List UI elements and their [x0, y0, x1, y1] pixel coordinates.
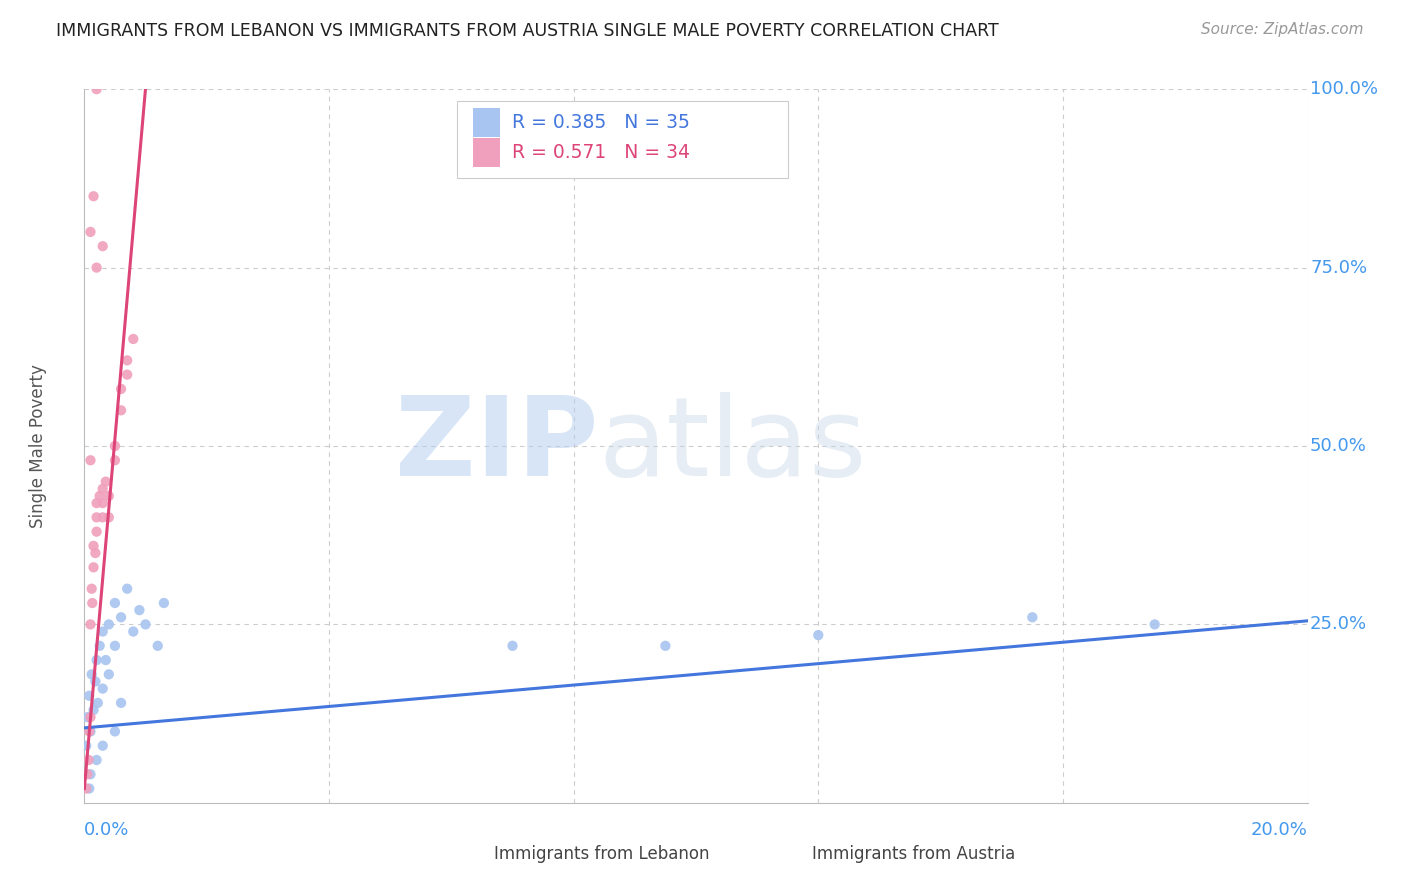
FancyBboxPatch shape — [457, 102, 787, 178]
Text: 0.0%: 0.0% — [84, 821, 129, 838]
Bar — [776, 842, 800, 867]
Point — [153, 596, 176, 610]
Text: 100.0%: 100.0% — [1310, 80, 1378, 98]
Point — [79, 617, 101, 632]
Point — [83, 189, 105, 203]
Text: R = 0.385   N = 35: R = 0.385 N = 35 — [513, 113, 690, 132]
Point — [1021, 610, 1043, 624]
Bar — [457, 842, 482, 867]
Point — [79, 710, 101, 724]
Text: 75.0%: 75.0% — [1310, 259, 1367, 277]
Point — [82, 596, 104, 610]
Point — [115, 353, 138, 368]
Point — [80, 582, 103, 596]
Point — [104, 639, 127, 653]
Point — [86, 260, 108, 275]
Bar — [474, 138, 501, 167]
Text: atlas: atlas — [598, 392, 866, 500]
Point — [110, 610, 132, 624]
Point — [654, 639, 676, 653]
Point — [76, 710, 98, 724]
Point — [89, 489, 111, 503]
Point — [84, 546, 107, 560]
Point — [91, 624, 114, 639]
Point — [86, 753, 108, 767]
Point — [97, 617, 120, 632]
Point — [110, 696, 132, 710]
Point — [77, 689, 100, 703]
Point — [86, 653, 108, 667]
Text: Immigrants from Austria: Immigrants from Austria — [813, 846, 1015, 863]
Point — [91, 510, 114, 524]
Point — [122, 624, 145, 639]
Point — [79, 225, 101, 239]
Point — [79, 453, 101, 467]
Point — [135, 617, 157, 632]
Point — [91, 739, 114, 753]
Text: R = 0.571   N = 34: R = 0.571 N = 34 — [513, 144, 690, 162]
Point — [115, 582, 138, 596]
Bar — [474, 109, 501, 137]
Point — [104, 439, 127, 453]
Point — [122, 332, 145, 346]
Point — [502, 639, 524, 653]
Point — [110, 382, 132, 396]
Point — [104, 596, 127, 610]
Point — [94, 653, 117, 667]
Point — [83, 703, 105, 717]
Text: Single Male Poverty: Single Male Poverty — [30, 364, 46, 528]
Point — [807, 628, 830, 642]
Point — [91, 482, 114, 496]
Point — [83, 539, 105, 553]
Point — [89, 639, 111, 653]
Text: 25.0%: 25.0% — [1310, 615, 1367, 633]
Point — [91, 496, 114, 510]
Point — [94, 475, 117, 489]
Point — [115, 368, 138, 382]
Text: 20.0%: 20.0% — [1251, 821, 1308, 838]
Point — [91, 239, 114, 253]
Point — [77, 724, 100, 739]
Point — [77, 753, 100, 767]
Point — [104, 453, 127, 467]
Text: ZIP: ZIP — [395, 392, 598, 500]
Point — [80, 667, 103, 681]
Point — [97, 489, 120, 503]
Point — [97, 510, 120, 524]
Point — [146, 639, 169, 653]
Point — [128, 603, 150, 617]
Point — [84, 674, 107, 689]
Point — [86, 82, 108, 96]
Text: IMMIGRANTS FROM LEBANON VS IMMIGRANTS FROM AUSTRIA SINGLE MALE POVERTY CORRELATI: IMMIGRANTS FROM LEBANON VS IMMIGRANTS FR… — [56, 22, 1000, 40]
Point — [110, 403, 132, 417]
Point — [77, 781, 100, 796]
Point — [97, 667, 120, 681]
Point — [79, 724, 101, 739]
Point — [86, 510, 108, 524]
Point — [79, 767, 101, 781]
Text: 50.0%: 50.0% — [1310, 437, 1367, 455]
Point — [76, 767, 98, 781]
Point — [86, 524, 108, 539]
Point — [87, 696, 110, 710]
Point — [75, 781, 97, 796]
Text: Source: ZipAtlas.com: Source: ZipAtlas.com — [1201, 22, 1364, 37]
Point — [86, 496, 108, 510]
Point — [83, 560, 105, 574]
Point — [75, 739, 97, 753]
Text: Immigrants from Lebanon: Immigrants from Lebanon — [494, 846, 710, 863]
Point — [1143, 617, 1166, 632]
Point — [91, 681, 114, 696]
Point — [104, 724, 127, 739]
